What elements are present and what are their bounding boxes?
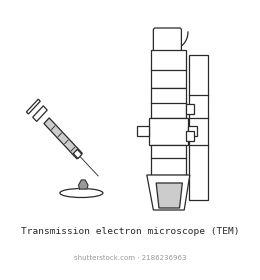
- Text: Transmission electron microscope (TEM): Transmission electron microscope (TEM): [21, 227, 239, 237]
- Bar: [149, 118, 188, 145]
- FancyBboxPatch shape: [153, 28, 181, 52]
- Bar: [186, 104, 193, 114]
- Bar: [151, 50, 186, 88]
- Polygon shape: [33, 106, 47, 122]
- Bar: [155, 30, 180, 50]
- Text: shutterstock.com · 2186236963: shutterstock.com · 2186236963: [74, 255, 186, 261]
- Polygon shape: [156, 183, 182, 208]
- Polygon shape: [27, 99, 40, 114]
- Bar: [151, 145, 186, 175]
- Bar: [189, 55, 207, 200]
- Ellipse shape: [60, 188, 103, 197]
- Polygon shape: [44, 118, 82, 159]
- Polygon shape: [73, 149, 82, 158]
- Bar: [151, 88, 186, 118]
- Bar: [186, 131, 193, 141]
- Polygon shape: [79, 180, 88, 189]
- Bar: [138, 126, 149, 136]
- Polygon shape: [147, 175, 190, 210]
- Bar: [188, 126, 197, 136]
